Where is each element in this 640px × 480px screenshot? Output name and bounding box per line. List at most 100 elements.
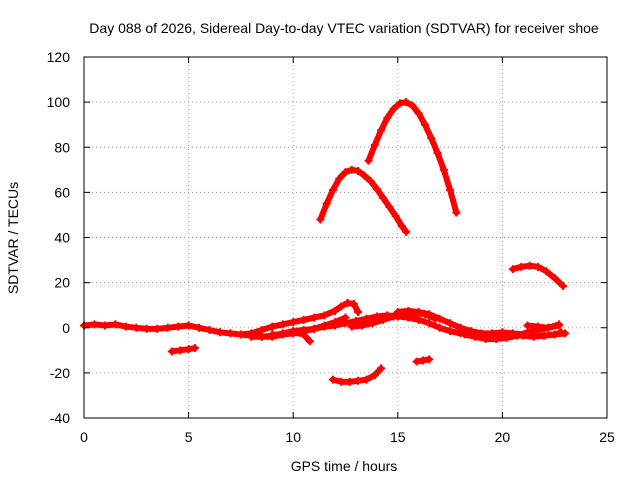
plot-area: [84, 57, 607, 418]
data-point: [393, 307, 402, 316]
data-point: [205, 326, 214, 335]
data-point: [383, 113, 392, 122]
data-point: [435, 323, 444, 332]
data-point: [100, 321, 109, 330]
series-arc-neg-15: [412, 355, 434, 366]
data-point: [226, 329, 235, 338]
data-point: [554, 320, 563, 329]
data-point: [427, 134, 436, 143]
data-point: [395, 99, 404, 108]
data-point: [354, 376, 363, 385]
series-arc-morning-low: [167, 344, 199, 356]
data-point: [349, 300, 358, 309]
data-point: [412, 357, 421, 366]
data-point: [364, 156, 373, 165]
series-arc-peak-70: [316, 165, 411, 236]
data-point: [452, 208, 461, 217]
data-point: [354, 166, 363, 175]
y-tick-label: 40: [54, 230, 70, 246]
data-point: [362, 375, 371, 384]
data-point: [316, 215, 325, 224]
data-point: [550, 330, 559, 339]
data-point: [310, 313, 319, 322]
data-point: [331, 318, 340, 327]
data-point: [523, 328, 532, 337]
data-point: [460, 330, 469, 339]
data-point: [377, 126, 386, 135]
data-point: [389, 312, 398, 321]
y-tick-label: 0: [62, 320, 70, 336]
x-tick-label: 5: [185, 429, 193, 445]
data-point: [404, 306, 413, 315]
data-point: [337, 302, 346, 311]
data-point: [439, 165, 448, 174]
grid-lines: [84, 57, 607, 418]
data-point: [358, 321, 367, 330]
data-point: [402, 227, 411, 236]
data-point: [111, 320, 120, 329]
data-point: [195, 323, 204, 332]
data-point: [542, 267, 551, 276]
data-point: [420, 120, 429, 129]
data-point: [385, 203, 394, 212]
data-point: [328, 186, 337, 195]
data-point: [310, 324, 319, 333]
data-point: [559, 282, 568, 291]
data-point: [299, 330, 308, 339]
y-tick-label: 20: [54, 275, 70, 291]
data-point: [456, 323, 465, 332]
y-tick-label: -40: [50, 410, 70, 426]
data-point: [513, 331, 522, 340]
series-arc-peak-100: [364, 98, 461, 217]
data-point: [354, 307, 363, 316]
y-tick-label: 80: [54, 139, 70, 155]
data-point: [425, 310, 434, 319]
data-point: [257, 326, 266, 335]
data-point: [544, 323, 553, 332]
data-point: [299, 315, 308, 324]
data-point: [379, 315, 388, 324]
data-point: [533, 322, 542, 331]
y-tick-label: 60: [54, 184, 70, 200]
data-point: [268, 322, 277, 331]
x-tick-label: 15: [390, 429, 406, 445]
data-point: [425, 319, 434, 328]
data-point: [446, 186, 455, 195]
data-point: [446, 319, 455, 328]
data-point: [523, 321, 532, 330]
data-point: [414, 109, 423, 118]
data-point: [320, 311, 329, 320]
data-point: [320, 321, 329, 330]
series-arc-late-2: [523, 320, 563, 332]
series-trace: [524, 321, 562, 331]
data-point: [370, 140, 379, 149]
data-point: [502, 333, 511, 342]
x-tick-label: 0: [80, 429, 88, 445]
data-point: [176, 346, 185, 355]
series-arc-rise-morning: [236, 298, 363, 339]
data-point: [278, 330, 287, 339]
data-point: [446, 327, 455, 336]
data-point: [556, 328, 565, 337]
data-point: [341, 168, 350, 177]
data-point: [215, 328, 224, 337]
data-point: [331, 306, 340, 315]
x-tick-label: 25: [599, 429, 615, 445]
data-point: [425, 355, 434, 364]
series-arc-late-27: [508, 261, 568, 291]
data-point: [377, 364, 386, 373]
y-axis-label: SDTVAR / TECUs: [5, 182, 21, 294]
data-point: [132, 323, 141, 332]
data-point: [408, 101, 417, 110]
x-axis-label: GPS time / hours: [291, 458, 398, 474]
data-point: [341, 313, 350, 322]
series-arc-neg-24: [328, 364, 386, 386]
series-arc-mid-dip: [268, 328, 314, 346]
data-point: [389, 104, 398, 113]
data-point: [343, 298, 352, 307]
data-point: [418, 356, 427, 365]
data-point: [525, 261, 534, 270]
data-point: [257, 332, 266, 341]
x-tick-label: 20: [495, 429, 511, 445]
